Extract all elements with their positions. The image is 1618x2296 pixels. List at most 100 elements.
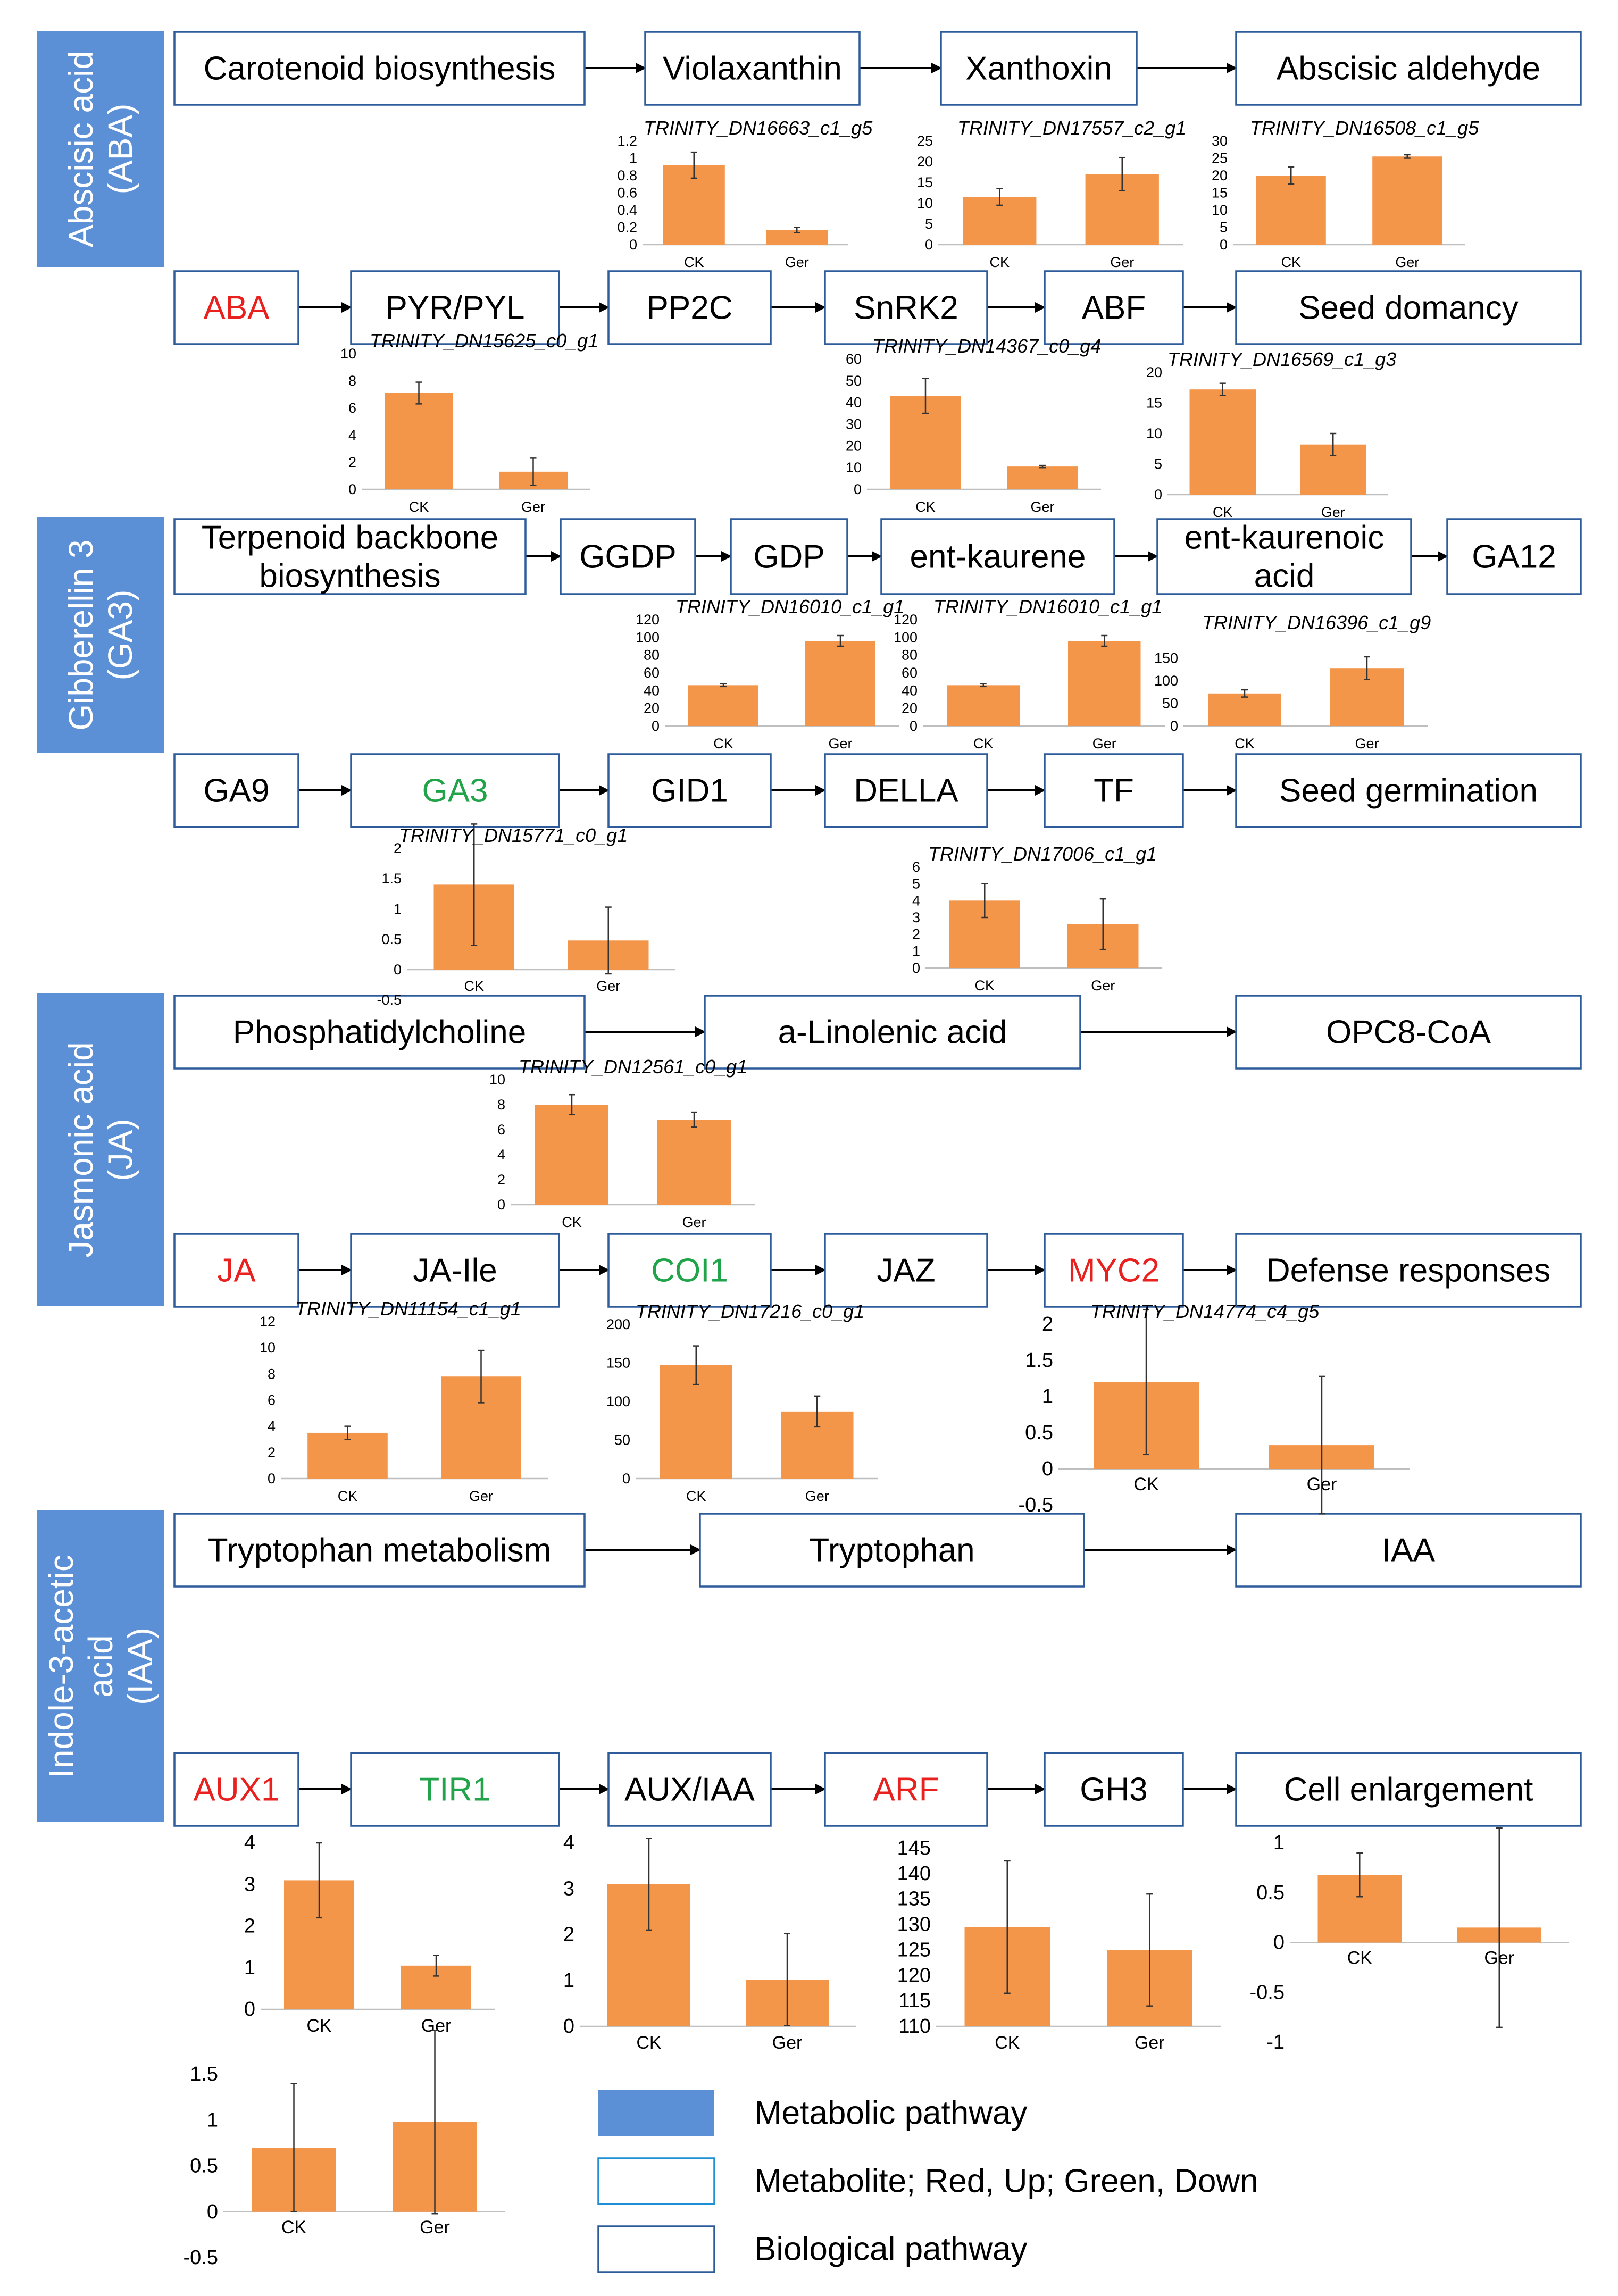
chart-title: TRINITY_DN12561_c0_g1 — [519, 1056, 747, 1078]
chart-y-tick: 0.8 — [617, 168, 637, 183]
legend-biological: Biological pathway — [597, 2225, 1028, 2273]
chart-y-tick: -0.5 — [184, 2247, 218, 2269]
node-label-line: SnRK2 — [854, 289, 958, 326]
chart-y-tick: 145 — [897, 1837, 931, 1859]
chart-y-tick: 4 — [244, 1832, 255, 1854]
node-carotenoid-label: Carotenoid biosynthesis — [204, 50, 556, 87]
chart-y-tick: 135 — [897, 1888, 931, 1910]
chart-y-tick: 2 — [268, 1445, 276, 1460]
chart-y-tick: -0.5 — [1250, 1981, 1285, 2003]
node-ja-label: JA — [217, 1252, 256, 1289]
node-abf-box — [1044, 270, 1184, 345]
node-ga3-label: GA3 — [422, 772, 488, 809]
node-a-linolenic-box — [704, 995, 1081, 1070]
chart-title: TRINITY_DN11154_c1_g1 — [295, 1298, 521, 1320]
chart-y-tick: 0.5 — [381, 931, 402, 947]
node-label-line: MYC2 — [1068, 1252, 1160, 1289]
node-ga3-box — [350, 753, 560, 828]
chart-category-label: Ger — [1030, 499, 1054, 515]
node-aux1: AUX1 — [173, 1752, 299, 1827]
node-ja-ile: JA-Ile — [350, 1233, 560, 1308]
node-violaxanthin-box — [644, 31, 861, 106]
chart-4: 0 2 4 6 8 10 CK Ger TRINITY_DN15625_c0_g1 — [340, 330, 598, 515]
chart-y-tick: 8 — [348, 373, 356, 389]
chart-y-tick: 0.6 — [617, 185, 637, 201]
chart-y-tick: -0.5 — [1019, 1494, 1053, 1516]
node-label-line: OPC8-CoA — [1326, 1014, 1491, 1050]
chart-category-label: Ger — [805, 1488, 829, 1504]
section-label-line: (ABA) — [101, 104, 139, 195]
node-myc2: MYC2 — [1044, 1233, 1184, 1308]
node-ga12-box — [1446, 518, 1582, 595]
chart-14: 0 50 100 150 200 CK Ger TRINITY_DN17216_c0_g1 — [606, 1300, 878, 1504]
chart-y-tick: 2 — [563, 1924, 574, 1946]
chart-y-tick: 0 — [925, 237, 933, 253]
chart-y-tick: 8 — [268, 1366, 276, 1382]
chart-title: TRINITY_DN15625_c0_g1 — [370, 330, 598, 352]
node-label-line: Terpenoid backbone — [202, 519, 498, 556]
chart-title: TRINITY_DN16010_c1_g1 — [933, 596, 1162, 617]
chart-y-tick: 25 — [917, 133, 933, 149]
chart-category-label: Ger — [1091, 978, 1115, 993]
node-label-line: Carotenoid biosynthesis — [204, 50, 556, 87]
section-label-line: Indole-3-acetic — [42, 1555, 80, 1778]
legend: Metabolic pathway Metabolite; Red, Up; Gr… — [597, 2090, 1258, 2273]
legend-biological-label: Biological pathway — [754, 2231, 1028, 2268]
chart-y-tick: 1 — [394, 901, 402, 917]
chart-y-tick: 60 — [902, 665, 918, 681]
chart-title: TRINITY_DN14774_c4_g5 — [1090, 1300, 1320, 1322]
chart-y-tick: 1 — [563, 1969, 574, 1992]
chart-category-label: Ger — [1110, 254, 1134, 270]
chart-category-label: Ger — [682, 1214, 706, 1230]
node-myc2-label: MYC2 — [1068, 1252, 1160, 1289]
node-iaa-box — [1235, 1513, 1582, 1588]
chart-category-label: Ger — [420, 2217, 450, 2237]
chart-10: -0.5 0 0.5 1 1.5 2 CK Ger TRINITY_DN15771_c0_g1 — [377, 823, 675, 1008]
node-ggdp: GGDP — [560, 518, 696, 595]
chart-y-tick: 0 — [394, 962, 402, 978]
chart-y-tick: 100 — [1154, 673, 1178, 689]
chart-13: 0 2 4 6 8 10 12 CK Ger TRINITY_DN11154_c1_g1 — [260, 1298, 548, 1504]
node-aba-label: ABA — [203, 289, 270, 326]
chart-bar — [1256, 176, 1326, 245]
chart-category-label: CK — [686, 1488, 706, 1504]
chart-y-tick: 3 — [912, 909, 920, 925]
chart-title: TRINITY_DN16010_c1_g1 — [675, 596, 904, 617]
chart-y-tick: 1 — [912, 943, 920, 959]
chart-category-label: CK — [1235, 736, 1255, 752]
node-aux-iaa-box — [607, 1752, 772, 1827]
node-seed-domancy-label: Seed domancy — [1298, 289, 1519, 326]
chart-y-tick: 25 — [1212, 151, 1228, 166]
node-aux-iaa-label: AUX/IAA — [624, 1771, 755, 1808]
section-ga: Gibberellin 3(GA3) — [37, 517, 164, 753]
pathway-nodes: Carotenoid biosynthesis Violaxanthin Xanth… — [173, 31, 1582, 1827]
chart-category-label: CK — [1347, 1948, 1373, 1968]
node-gh3: GH3 — [1044, 1752, 1184, 1827]
node-tf-box — [1044, 753, 1184, 828]
chart-category-label: Ger — [1135, 2033, 1165, 2053]
legend-metabolite: Metabolite; Red, Up; Green, Down — [597, 2157, 1258, 2205]
node-label-line: Seed domancy — [1298, 289, 1519, 326]
node-gdp-box — [730, 518, 848, 595]
node-label-line: a-Linolenic acid — [778, 1014, 1007, 1050]
node-jaz: JAZ — [824, 1233, 988, 1308]
chart-9: 0 50 100 150 CK Ger TRINITY_DN16396_c1_g9 — [1154, 612, 1431, 752]
chart-y-tick: 100 — [636, 629, 660, 645]
section-aba-bg — [37, 31, 164, 267]
chart-category-label: Ger — [1092, 736, 1116, 752]
chart-title: TRINITY_DN17006_c1_g1 — [928, 843, 1157, 865]
chart-y-tick: 5 — [1154, 456, 1162, 472]
section-ga-bg — [37, 517, 164, 753]
chart-y-tick: 0 — [1154, 487, 1162, 503]
chart-bar — [688, 685, 758, 726]
chart-bar — [535, 1105, 608, 1205]
chart-title: TRINITY_DN16396_c1_g9 — [1202, 612, 1431, 633]
node-cell-enlargement: Cell enlargement — [1235, 1752, 1582, 1827]
chart-y-tick: 0 — [912, 960, 920, 976]
chart-y-tick: 0 — [1170, 718, 1178, 734]
chart-y-tick: 100 — [606, 1393, 630, 1409]
section-ja-bg — [37, 993, 164, 1306]
chart-category-label: CK — [684, 254, 704, 270]
legend-metabolic: Metabolic pathway — [598, 2090, 1028, 2136]
